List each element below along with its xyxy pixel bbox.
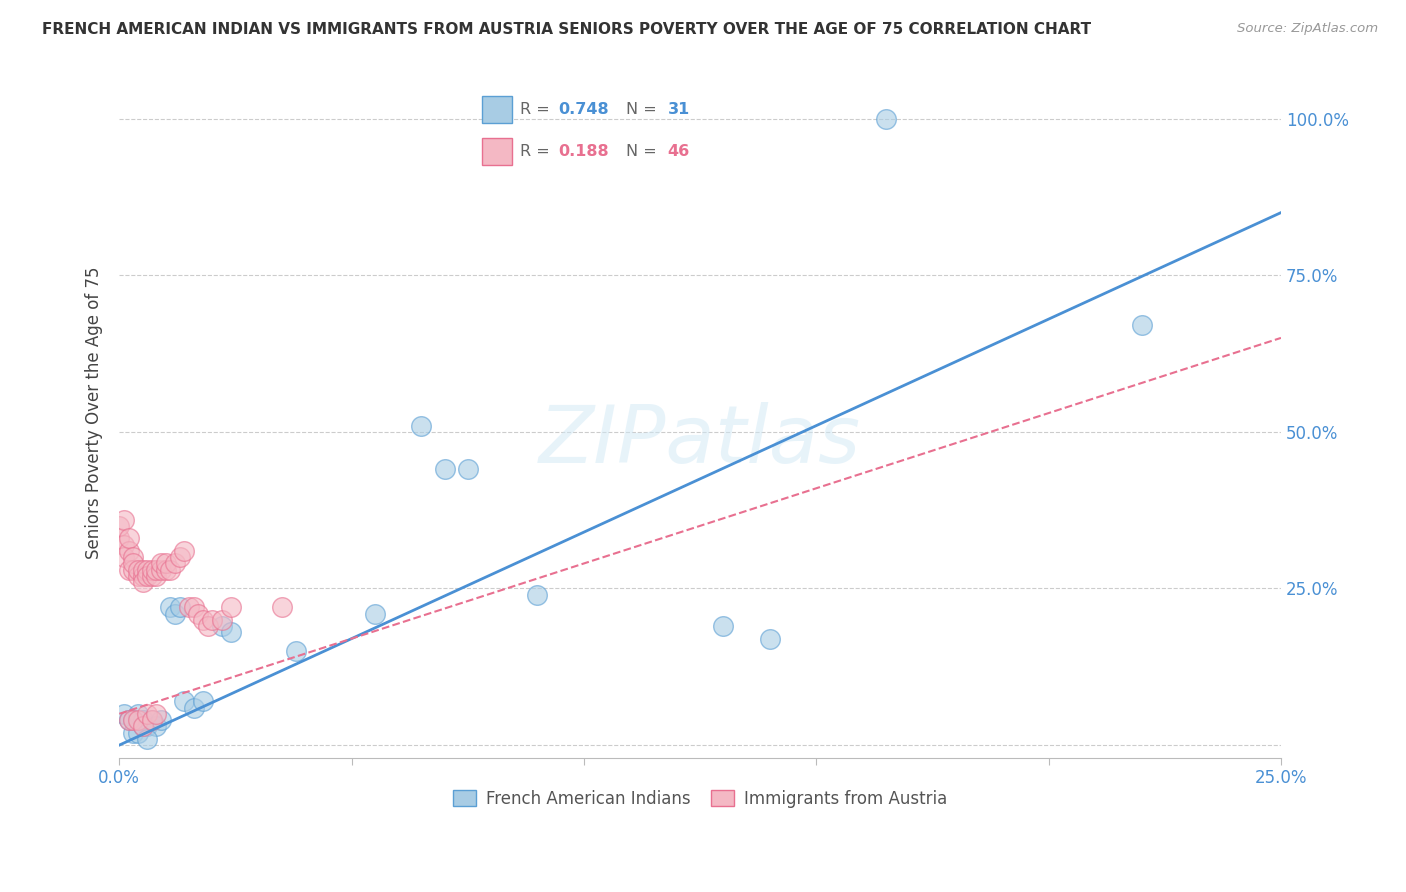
Point	[127, 713, 149, 727]
Text: ZIPatlas: ZIPatlas	[538, 401, 862, 480]
Point	[122, 713, 145, 727]
Point	[131, 575, 153, 590]
Point	[145, 719, 167, 733]
Point	[131, 713, 153, 727]
Text: Source: ZipAtlas.com: Source: ZipAtlas.com	[1237, 22, 1378, 36]
Point	[875, 112, 897, 126]
Point	[136, 731, 159, 746]
Point	[136, 569, 159, 583]
Point	[131, 563, 153, 577]
Point	[411, 418, 433, 433]
Point	[127, 725, 149, 739]
Point	[191, 694, 214, 708]
Y-axis label: Seniors Poverty Over the Age of 75: Seniors Poverty Over the Age of 75	[86, 267, 103, 559]
Point	[219, 625, 242, 640]
Point	[173, 694, 195, 708]
Point	[177, 600, 200, 615]
Point	[117, 544, 139, 558]
Point	[127, 706, 149, 721]
Point	[364, 607, 387, 621]
Point	[163, 607, 186, 621]
Point	[433, 462, 456, 476]
Point	[122, 557, 145, 571]
Point	[183, 600, 205, 615]
Point	[112, 706, 135, 721]
Point	[122, 713, 145, 727]
Point	[108, 532, 131, 546]
Point	[197, 619, 219, 633]
Point	[131, 719, 153, 733]
Point	[141, 713, 163, 727]
Point	[159, 600, 181, 615]
Point	[117, 563, 139, 577]
Point	[117, 532, 139, 546]
Point	[155, 557, 177, 571]
Point	[145, 563, 167, 577]
Point	[759, 632, 782, 646]
Point	[211, 619, 233, 633]
Legend: French American Indians, Immigrants from Austria: French American Indians, Immigrants from…	[446, 783, 955, 814]
Point	[526, 588, 548, 602]
Point	[145, 706, 167, 721]
Point	[136, 719, 159, 733]
Point	[136, 563, 159, 577]
Point	[271, 600, 294, 615]
Point	[711, 619, 734, 633]
Point	[127, 563, 149, 577]
Point	[1130, 318, 1153, 333]
Point	[284, 644, 307, 658]
Point	[187, 607, 209, 621]
Point	[108, 519, 131, 533]
Point	[122, 563, 145, 577]
Point	[112, 550, 135, 565]
Point	[141, 563, 163, 577]
Point	[159, 563, 181, 577]
Point	[141, 569, 163, 583]
Point	[122, 725, 145, 739]
Point	[112, 538, 135, 552]
Point	[150, 713, 173, 727]
Point	[457, 462, 479, 476]
Point	[131, 569, 153, 583]
Point	[112, 512, 135, 526]
Point	[219, 600, 242, 615]
Point	[183, 700, 205, 714]
Point	[173, 544, 195, 558]
Point	[155, 563, 177, 577]
Point	[117, 713, 139, 727]
Point	[131, 719, 153, 733]
Point	[163, 557, 186, 571]
Point	[136, 706, 159, 721]
Point	[117, 713, 139, 727]
Point	[169, 550, 191, 565]
Point	[150, 557, 173, 571]
Point	[211, 613, 233, 627]
Point	[191, 613, 214, 627]
Point	[201, 613, 224, 627]
Text: FRENCH AMERICAN INDIAN VS IMMIGRANTS FROM AUSTRIA SENIORS POVERTY OVER THE AGE O: FRENCH AMERICAN INDIAN VS IMMIGRANTS FRO…	[42, 22, 1091, 37]
Point	[145, 569, 167, 583]
Point	[169, 600, 191, 615]
Point	[127, 569, 149, 583]
Point	[122, 550, 145, 565]
Point	[141, 713, 163, 727]
Point	[150, 563, 173, 577]
